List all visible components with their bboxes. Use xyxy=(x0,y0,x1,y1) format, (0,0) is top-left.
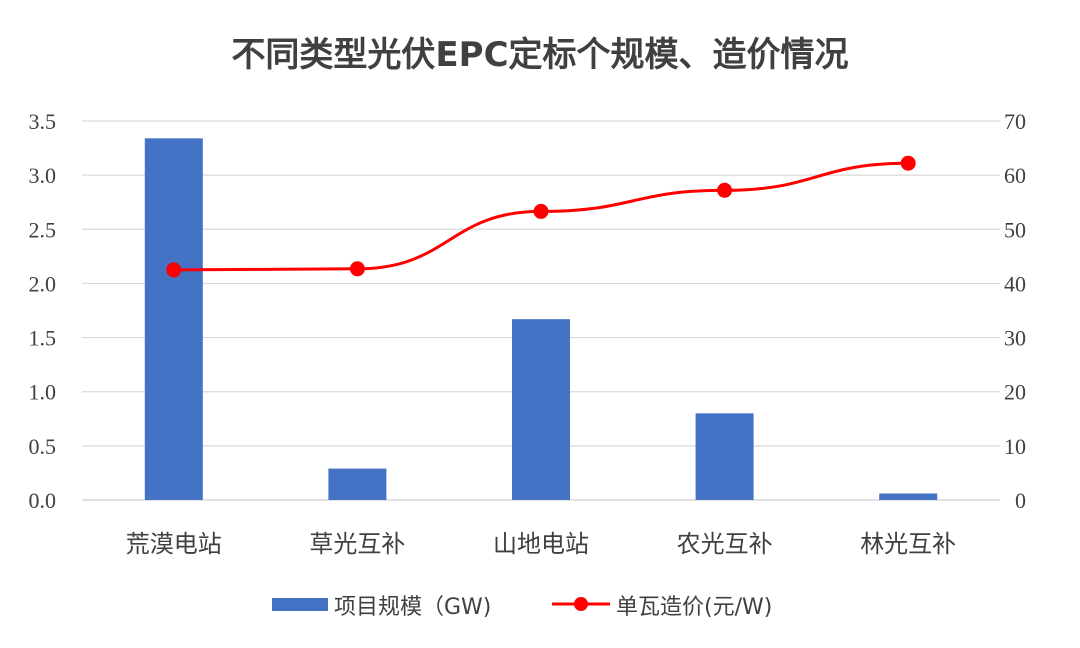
left-tick-label: 0.5 xyxy=(29,434,57,459)
right-tick-label: 60 xyxy=(1004,163,1026,188)
left-tick-label: 3.5 xyxy=(29,109,57,134)
right-tick-label: 30 xyxy=(1004,326,1026,351)
legend-bar-swatch xyxy=(272,598,328,611)
line-point xyxy=(166,262,182,278)
right-tick-label: 70 xyxy=(1004,109,1026,134)
category-label: 林光互补 xyxy=(860,530,956,558)
right-tick-label: 40 xyxy=(1004,271,1026,296)
left-axis-ticks: 0.0 0.5 1.0 1.5 2.0 2.5 3.0 3.5 xyxy=(29,109,57,513)
left-tick-label: 1.5 xyxy=(29,326,57,351)
category-label: 农光互补 xyxy=(677,530,773,558)
line-point xyxy=(533,203,549,219)
line-point xyxy=(349,261,365,277)
right-tick-label: 10 xyxy=(1004,434,1026,459)
right-tick-label: 50 xyxy=(1004,217,1026,242)
right-axis-ticks: 0 10 20 30 40 50 60 70 xyxy=(1004,109,1026,513)
bar xyxy=(512,319,570,500)
chart-title: 不同类型光伏EPC定标个规模、造价情况 xyxy=(231,35,848,75)
left-tick-label: 2.0 xyxy=(29,271,57,296)
right-tick-label: 20 xyxy=(1004,380,1026,405)
left-tick-label: 1.0 xyxy=(29,380,57,405)
category-label: 荒漠电站 xyxy=(126,530,222,558)
category-label: 草光互补 xyxy=(309,530,405,558)
bar xyxy=(328,468,387,500)
bar xyxy=(144,138,203,500)
line-point xyxy=(900,155,916,171)
legend: 项目规模（GW) 单瓦造价(元/W) xyxy=(272,595,772,620)
legend-line-marker xyxy=(574,597,588,611)
bar xyxy=(695,413,754,500)
left-tick-label: 0.0 xyxy=(29,488,57,513)
left-tick-label: 3.0 xyxy=(29,163,57,188)
line-point xyxy=(717,182,733,198)
legend-line-label: 单瓦造价(元/W) xyxy=(616,595,772,620)
right-tick-label: 0 xyxy=(1015,488,1026,513)
bar-series xyxy=(144,138,938,500)
legend-bar-label: 项目规模（GW) xyxy=(334,595,491,620)
bar xyxy=(879,493,938,500)
category-labels: 荒漠电站 草光互补 山地电站 农光互补 林光互补 xyxy=(126,530,956,558)
line-series xyxy=(166,155,916,278)
category-label: 山地电站 xyxy=(493,530,589,558)
left-tick-label: 2.5 xyxy=(29,217,57,242)
